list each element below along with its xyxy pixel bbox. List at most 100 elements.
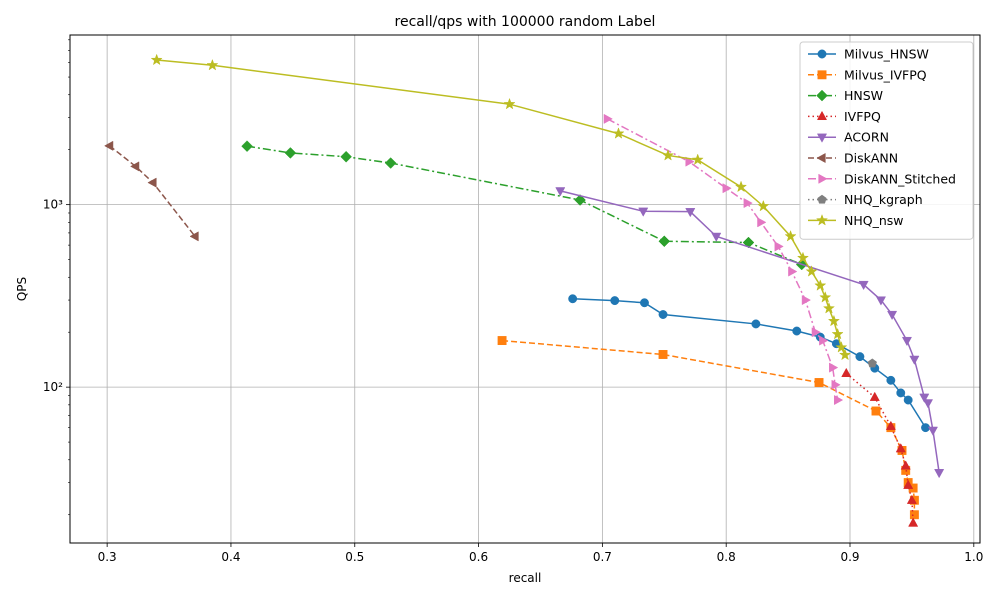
data-point-acorn xyxy=(934,469,945,479)
data-point-milvus-ivfpq xyxy=(871,406,881,416)
data-point-milvus-ivfpq xyxy=(909,510,919,520)
data-point-milvus-ivfpq xyxy=(658,350,668,359)
data-point-hnsw xyxy=(658,235,671,248)
series-layer xyxy=(104,53,945,527)
data-point-acorn xyxy=(927,426,938,436)
series-milvus-hnsw xyxy=(568,294,930,433)
data-point-hnsw xyxy=(340,150,352,163)
legend-marker xyxy=(817,49,827,59)
data-point-diskann-stitched xyxy=(831,379,841,390)
legend-label: HNSW xyxy=(844,88,883,103)
data-point-diskann-stitched xyxy=(788,266,798,277)
data-point-nhq-nsw xyxy=(814,279,827,291)
data-point-acorn xyxy=(858,280,869,291)
legend-marker xyxy=(816,89,828,102)
series-ivfpq xyxy=(841,367,919,527)
data-point-ivfpq xyxy=(903,479,914,489)
data-point-acorn xyxy=(711,232,722,242)
legend-label: ACORN xyxy=(844,130,889,145)
data-point-ivfpq xyxy=(908,517,919,527)
series-line-diskann xyxy=(109,145,196,237)
legend-marker xyxy=(815,213,829,226)
data-point-ivfpq xyxy=(885,420,896,430)
data-point-nhq-nsw xyxy=(796,251,810,264)
data-point-milvus-ivfpq xyxy=(814,378,824,387)
data-point-nhq-nsw xyxy=(822,302,836,314)
data-point-milvus-hnsw xyxy=(658,310,668,319)
legend-entry-diskann-stitched: DiskANN_Stitched xyxy=(808,171,956,186)
x-tick-label: 0.9 xyxy=(840,550,859,564)
legend-label: DiskANN_Stitched xyxy=(844,171,956,186)
data-point-acorn xyxy=(875,296,886,306)
legend-entry-acorn: ACORN xyxy=(808,130,889,145)
legend-entry-nhq-kgraph: NHQ_kgraph xyxy=(808,192,923,207)
data-point-hnsw xyxy=(284,147,297,159)
data-point-diskann-stitched xyxy=(722,183,732,194)
legend-box xyxy=(799,41,974,240)
data-point-diskann-stitched xyxy=(801,295,811,306)
data-point-nhq-nsw xyxy=(150,53,163,66)
series-diskann xyxy=(104,140,199,242)
data-point-acorn xyxy=(555,187,566,197)
legend-marker xyxy=(817,194,827,204)
data-point-diskann-stitched xyxy=(757,217,767,228)
x-axis: 0.3 0.4 0.5 0.6 0.7 0.8 0.9 1.0 xyxy=(98,543,983,564)
legend-label: NHQ_nsw xyxy=(844,213,904,228)
data-point-nhq-nsw xyxy=(612,127,625,139)
legend-label: IVFPQ xyxy=(844,109,881,124)
data-point-nhq-nsw xyxy=(838,348,852,361)
series-nhq-kgraph xyxy=(867,358,877,368)
data-point-nhq-nsw xyxy=(835,341,848,353)
series-nhq-nsw xyxy=(150,53,852,361)
x-tick-label: 0.5 xyxy=(345,550,364,564)
legend-entry-diskann: DiskANN xyxy=(808,151,898,166)
data-point-diskann-stitched xyxy=(603,113,613,124)
y-axis: 10² 10³ xyxy=(43,39,70,516)
data-point-diskann xyxy=(189,231,199,242)
data-point-nhq-nsw xyxy=(784,229,797,242)
data-point-milvus-hnsw xyxy=(855,352,865,362)
legend-entry-nhq-nsw: NHQ_nsw xyxy=(808,213,904,228)
data-point-acorn xyxy=(901,336,912,347)
data-point-diskann-stitched xyxy=(774,241,784,252)
series-acorn xyxy=(555,187,945,479)
legend-entry-milvus-ivfpq: Milvus_IVFPQ xyxy=(808,67,927,82)
data-point-hnsw xyxy=(384,157,397,169)
legend-marker xyxy=(816,110,828,121)
data-point-ivfpq xyxy=(869,391,880,401)
data-point-milvus-ivfpq xyxy=(497,336,507,346)
data-point-milvus-hnsw xyxy=(640,298,649,308)
legend-entry-milvus-hnsw: Milvus_HNSW xyxy=(808,47,929,62)
legend-entry-hnsw: HNSW xyxy=(808,88,883,103)
data-point-milvus-hnsw xyxy=(886,375,896,385)
data-point-diskann xyxy=(130,161,140,172)
data-point-diskann xyxy=(104,140,114,151)
x-axis-title: recall xyxy=(509,571,542,585)
data-point-ivfpq xyxy=(906,494,917,504)
legend-entry-ivfpq: IVFPQ xyxy=(808,109,881,124)
legend-label: DiskANN xyxy=(844,151,898,166)
data-point-milvus-hnsw xyxy=(896,388,906,398)
y-tick-label: 10³ xyxy=(43,198,63,212)
data-point-nhq-nsw xyxy=(734,180,748,193)
data-point-diskann-stitched xyxy=(811,327,821,338)
data-point-diskann-stitched xyxy=(819,335,829,346)
data-point-diskann-stitched xyxy=(834,394,844,406)
legend-label: Milvus_IVFPQ xyxy=(844,67,927,82)
data-point-hnsw xyxy=(574,194,586,206)
x-tick-label: 0.7 xyxy=(593,550,612,564)
data-point-nhq-nsw xyxy=(206,58,219,71)
data-point-milvus-hnsw xyxy=(751,319,761,329)
y-tick-label: 10² xyxy=(43,380,63,394)
data-point-diskann-stitched xyxy=(743,198,753,209)
x-tick-label: 1.0 xyxy=(964,550,983,564)
legend-label: NHQ_kgraph xyxy=(844,192,923,207)
data-point-diskann xyxy=(147,177,157,188)
data-point-nhq-nsw xyxy=(691,153,704,166)
data-point-diskann-stitched xyxy=(829,362,839,373)
plot-frame xyxy=(69,34,981,544)
data-point-acorn xyxy=(685,208,696,218)
data-point-nhq-nsw xyxy=(819,291,832,303)
data-point-milvus-hnsw xyxy=(610,296,620,306)
data-point-acorn xyxy=(638,207,649,217)
